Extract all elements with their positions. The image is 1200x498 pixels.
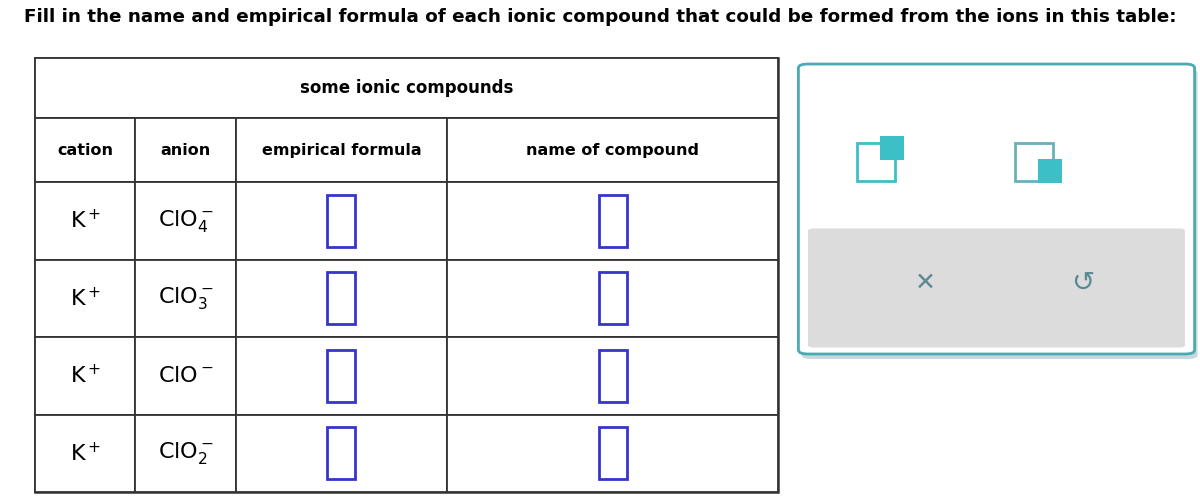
Text: cation: cation (58, 142, 113, 157)
Text: ClO$_3^-$: ClO$_3^-$ (157, 285, 214, 311)
Bar (448, 182, 778, 259)
Text: K$^+$: K$^+$ (70, 209, 101, 233)
Bar (448, 118, 778, 182)
Bar (35, 58, 778, 492)
Bar (235, 118, 448, 182)
Bar (35, 259, 136, 337)
Bar (235, 182, 448, 259)
Bar (35, 337, 136, 414)
FancyBboxPatch shape (802, 69, 1198, 359)
Bar (448, 259, 778, 337)
Bar (857, 143, 895, 181)
Bar (1015, 143, 1054, 181)
Bar (235, 259, 448, 337)
Text: K$^+$: K$^+$ (70, 442, 101, 465)
Bar (328, 350, 355, 402)
Bar (328, 195, 355, 247)
Bar (35, 182, 136, 259)
Text: ClO$_2^-$: ClO$_2^-$ (157, 440, 214, 466)
Bar (235, 337, 448, 414)
Bar (599, 195, 626, 247)
Text: ClO$^-$: ClO$^-$ (157, 366, 214, 386)
Text: empirical formula: empirical formula (262, 142, 421, 157)
Bar (136, 259, 235, 337)
Bar (136, 337, 235, 414)
Bar (235, 414, 448, 492)
Text: name of compound: name of compound (526, 142, 700, 157)
Bar (599, 427, 626, 479)
Bar (136, 182, 235, 259)
Bar (448, 337, 778, 414)
Text: ↺: ↺ (1072, 269, 1094, 297)
Text: K$^+$: K$^+$ (70, 364, 101, 387)
Bar (448, 414, 778, 492)
Bar (599, 272, 626, 324)
Bar (880, 136, 904, 160)
Bar (35, 414, 136, 492)
Bar (1038, 159, 1062, 183)
Text: K$^+$: K$^+$ (70, 287, 101, 310)
Bar (599, 350, 626, 402)
FancyBboxPatch shape (798, 64, 1195, 354)
Text: some ionic compounds: some ionic compounds (300, 79, 514, 97)
Bar (35, 118, 136, 182)
Bar (328, 427, 355, 479)
Bar (35, 58, 778, 118)
Bar (136, 118, 235, 182)
Bar (328, 272, 355, 324)
Text: ✕: ✕ (914, 271, 935, 295)
Text: Fill in the name and empirical formula of each ionic compound that could be form: Fill in the name and empirical formula o… (24, 8, 1176, 26)
FancyBboxPatch shape (808, 229, 1186, 348)
Text: anion: anion (161, 142, 210, 157)
Bar (136, 414, 235, 492)
Text: ClO$_4^-$: ClO$_4^-$ (157, 208, 214, 234)
